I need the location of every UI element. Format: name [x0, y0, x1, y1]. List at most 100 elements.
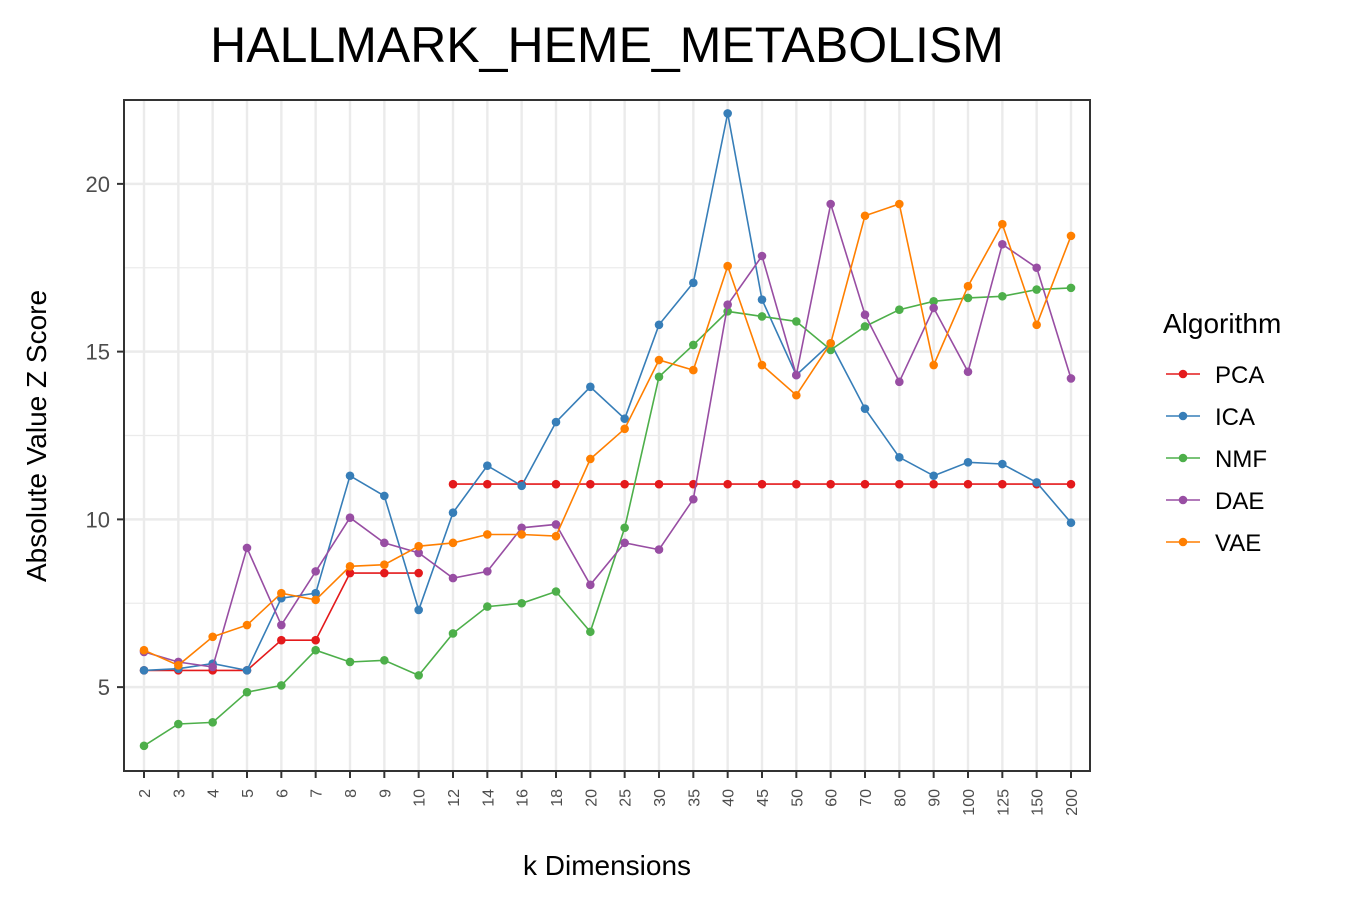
data-point-pca — [654, 479, 664, 489]
data-point-dae — [517, 523, 526, 533]
data-point-nmf — [929, 297, 938, 306]
data-point-pca — [723, 479, 732, 489]
data-point-vae — [1066, 231, 1076, 241]
data-point-vae — [654, 355, 664, 365]
x-tick-label: 2 — [137, 789, 154, 798]
data-point-dae — [586, 580, 595, 590]
x-tick-label: 35 — [686, 789, 703, 807]
series-layer — [139, 109, 1076, 751]
legend-item-vae: VAE — [1166, 530, 1261, 557]
legend-label: VAE — [1215, 530, 1261, 557]
data-point-nmf — [654, 372, 664, 382]
legend-marker — [1178, 453, 1188, 463]
data-point-vae — [895, 199, 904, 209]
data-point-vae — [517, 530, 526, 539]
data-point-nmf — [174, 719, 183, 729]
data-point-vae — [1032, 320, 1041, 330]
data-point-ica — [414, 605, 423, 615]
x-tick-label: 60 — [824, 789, 841, 807]
x-tick-label: 8 — [343, 789, 360, 798]
series-line-nmf — [143, 287, 1072, 747]
x-tick-label: 9 — [377, 789, 394, 798]
data-point-vae — [929, 360, 938, 370]
x-tick-label: 100 — [961, 789, 978, 816]
data-point-vae — [380, 560, 389, 569]
data-point-vae — [998, 219, 1007, 229]
data-point-vae — [311, 595, 320, 605]
y-tick-label: 10 — [86, 507, 110, 532]
x-tick-label: 200 — [1064, 789, 1081, 816]
data-point-pca — [895, 479, 904, 489]
data-point-nmf — [242, 687, 252, 697]
legend-label: ICA — [1215, 404, 1255, 431]
x-tick-label: 6 — [274, 789, 291, 798]
data-point-nmf — [757, 312, 767, 321]
x-tick-label: 150 — [1030, 789, 1047, 816]
y-tick-label: 20 — [86, 172, 110, 197]
x-tick-label: 90 — [927, 789, 944, 807]
data-point-ica — [963, 458, 973, 467]
data-point-pca — [620, 479, 629, 489]
data-point-ica — [689, 278, 698, 288]
series-vae — [139, 199, 1076, 670]
data-point-nmf — [586, 627, 595, 637]
data-point-vae — [757, 360, 767, 370]
data-point-nmf — [277, 681, 286, 690]
data-point-dae — [689, 494, 698, 504]
series-dae — [139, 199, 1076, 672]
data-point-vae — [723, 261, 732, 271]
x-tick-label: 20 — [583, 789, 600, 807]
x-tick-label: 4 — [206, 789, 223, 798]
data-point-nmf — [1066, 283, 1076, 293]
y-axis-title: Absolute Value Z Score — [21, 290, 52, 582]
data-point-pca — [929, 479, 938, 489]
data-point-nmf — [380, 655, 389, 665]
data-point-pca — [311, 635, 320, 645]
data-point-dae — [723, 300, 732, 309]
data-point-ica — [551, 417, 561, 427]
data-point-dae — [826, 199, 835, 209]
legend-label: PCA — [1215, 362, 1264, 389]
data-point-pca — [414, 568, 423, 578]
x-tick-label: 125 — [995, 789, 1012, 816]
data-point-ica — [723, 109, 732, 118]
data-point-dae — [208, 662, 217, 672]
data-point-pca — [860, 479, 870, 489]
data-point-vae — [242, 620, 252, 630]
data-point-vae — [139, 645, 149, 655]
x-tick-label: 40 — [721, 789, 738, 807]
data-point-pca — [345, 568, 355, 578]
x-tick-label: 80 — [892, 789, 909, 807]
data-point-vae — [483, 530, 492, 539]
data-point-dae — [929, 303, 938, 313]
data-point-dae — [345, 513, 355, 522]
x-tick-label: 14 — [480, 789, 497, 807]
series-line-dae — [143, 203, 1072, 668]
x-tick-label: 7 — [309, 789, 326, 798]
data-point-ica — [1066, 518, 1076, 528]
data-point-pca — [1066, 479, 1076, 489]
data-point-nmf — [139, 741, 149, 751]
legend-marker — [1178, 537, 1188, 547]
data-point-vae — [792, 390, 801, 400]
data-point-ica — [448, 508, 458, 517]
data-point-ica — [620, 414, 629, 424]
data-point-pca — [757, 479, 767, 489]
data-point-dae — [448, 573, 458, 583]
data-point-ica — [345, 471, 355, 481]
x-tick-label: 16 — [515, 789, 532, 807]
data-point-nmf — [414, 671, 423, 680]
data-point-pca — [277, 635, 286, 645]
data-point-dae — [551, 520, 561, 529]
data-point-pca — [792, 479, 801, 489]
series-line-ica — [143, 113, 1072, 672]
data-point-ica — [1032, 478, 1041, 487]
data-point-dae — [1066, 374, 1076, 383]
y-tick-label: 5 — [98, 675, 110, 700]
data-point-dae — [895, 377, 904, 387]
grid — [124, 99, 1090, 772]
series-pca — [139, 479, 1076, 675]
panel-border — [123, 99, 1091, 772]
data-point-dae — [998, 239, 1007, 249]
data-point-dae — [414, 548, 423, 558]
